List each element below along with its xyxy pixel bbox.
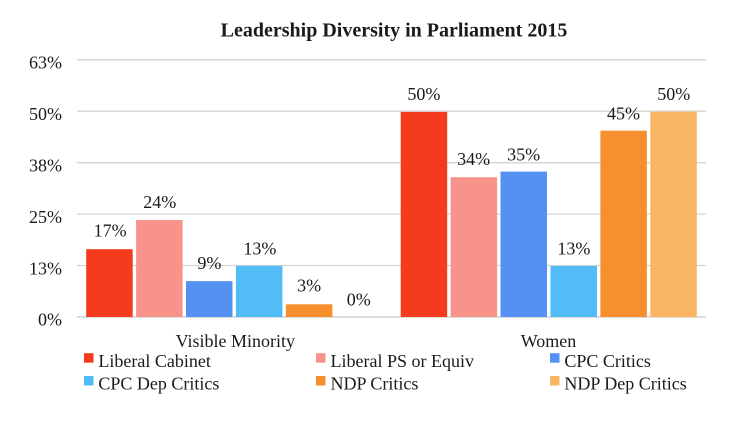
svg-text:9%: 9%	[197, 253, 221, 273]
svg-text:Visible Minority: Visible Minority	[176, 331, 295, 351]
svg-text:34%: 34%	[457, 149, 490, 169]
svg-text:NDP Critics: NDP Critics	[331, 373, 419, 393]
svg-text:3%: 3%	[297, 275, 321, 295]
svg-text:25%: 25%	[29, 207, 62, 227]
svg-text:0%: 0%	[347, 290, 371, 310]
svg-text:13%: 13%	[29, 258, 62, 278]
svg-text:50%: 50%	[657, 84, 690, 104]
svg-text:17%: 17%	[94, 221, 127, 241]
svg-text:NDP Dep Critics: NDP Dep Critics	[564, 373, 686, 393]
svg-text:Women: Women	[521, 331, 577, 351]
svg-text:63%: 63%	[29, 53, 62, 73]
svg-text:Liberal Cabinet: Liberal Cabinet	[98, 351, 210, 371]
svg-text:24%: 24%	[143, 192, 176, 212]
svg-text:13%: 13%	[243, 238, 276, 258]
svg-text:Liberal PS or Equiv: Liberal PS or Equiv	[331, 351, 474, 371]
svg-text:CPC Dep Critics: CPC Dep Critics	[98, 373, 219, 393]
svg-text:50%: 50%	[407, 84, 440, 104]
svg-text:0%: 0%	[38, 310, 62, 330]
svg-text:50%: 50%	[29, 104, 62, 124]
svg-text:45%: 45%	[607, 103, 640, 123]
svg-text:35%: 35%	[507, 145, 540, 165]
svg-text:38%: 38%	[29, 156, 62, 176]
svg-text:CPC Critics: CPC Critics	[564, 351, 651, 371]
svg-text:Leadership Diversity in Parlia: Leadership Diversity in Parliament 2015	[221, 20, 568, 42]
svg-text:13%: 13%	[557, 238, 590, 258]
